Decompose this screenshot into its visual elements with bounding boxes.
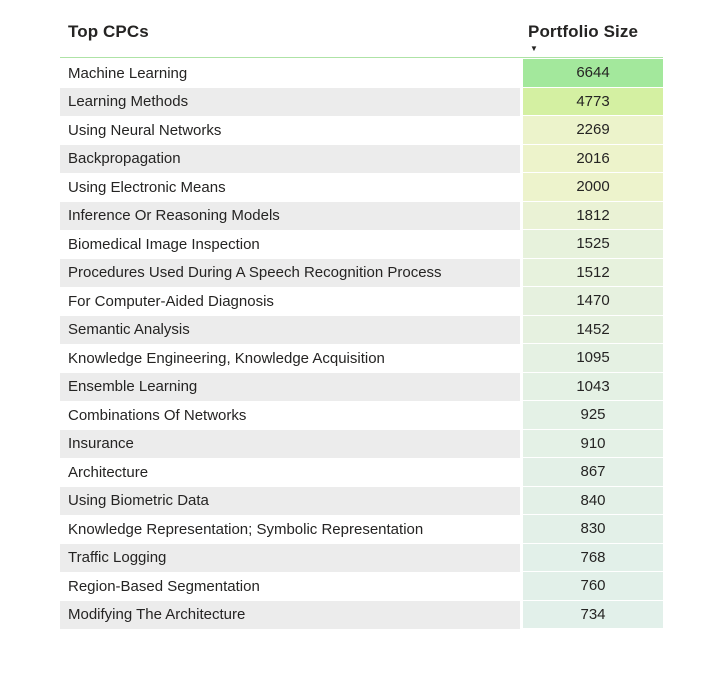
portfolio-size-cell[interactable]: 6644	[523, 59, 663, 88]
portfolio-size-cell[interactable]: 1043	[523, 372, 663, 401]
portfolio-size-cell[interactable]: 1452	[523, 315, 663, 344]
table-row[interactable]: Knowledge Engineering, Knowledge Acquisi…	[60, 344, 663, 373]
portfolio-size-cell[interactable]: 2000	[523, 173, 663, 202]
table-row[interactable]: Knowledge Representation; Symbolic Repre…	[60, 515, 663, 544]
cpc-label-cell[interactable]: Region-Based Segmentation	[68, 577, 260, 595]
portfolio-size-cell[interactable]: 830	[523, 515, 663, 544]
table-row[interactable]: Learning Methods 4773	[60, 87, 663, 116]
cpc-label-cell[interactable]: Insurance	[60, 429, 520, 458]
portfolio-size-cell[interactable]: 1525	[523, 230, 663, 259]
cpc-label-cell[interactable]: Architecture	[68, 463, 149, 481]
cpc-label-cell[interactable]: Knowledge Engineering, Knowledge Acquisi…	[68, 349, 385, 367]
portfolio-size-cell[interactable]: 840	[523, 486, 663, 515]
cpc-label-cell[interactable]: Knowledge Representation; Symbolic Repre…	[68, 520, 424, 538]
cpc-label-cell[interactable]: For Computer-Aided Diagnosis	[68, 292, 274, 310]
table-row[interactable]: Using Electronic Means 2000	[60, 173, 663, 202]
cpc-label-cell[interactable]: Procedures Used During A Speech Recognit…	[60, 258, 520, 287]
table-row[interactable]: Using Biometric Data 840	[60, 486, 663, 515]
table-row[interactable]: Architecture 867	[60, 458, 663, 487]
table-row[interactable]: Region-Based Segmentation 760	[60, 572, 663, 601]
cpc-label-cell[interactable]: Backpropagation	[60, 144, 520, 173]
portfolio-size-cell[interactable]: 867	[523, 458, 663, 487]
table-row[interactable]: Combinations Of Networks 925	[60, 401, 663, 430]
cpc-label-cell[interactable]: Combinations Of Networks	[68, 406, 247, 424]
portfolio-size-cell[interactable]: 4773	[523, 87, 663, 116]
portfolio-size-cell[interactable]: 768	[523, 543, 663, 572]
portfolio-size-cell[interactable]: 2016	[523, 144, 663, 173]
table-row[interactable]: Traffic Logging 768	[60, 543, 663, 572]
table-row[interactable]: Machine Learning 6644	[60, 59, 663, 88]
table-row[interactable]: Ensemble Learning 1043	[60, 372, 663, 401]
cpc-label-cell[interactable]: Modifying The Architecture	[60, 600, 520, 629]
table-row[interactable]: For Computer-Aided Diagnosis 1470	[60, 287, 663, 316]
cpc-label-cell[interactable]: Inference Or Reasoning Models	[60, 201, 520, 230]
portfolio-size-cell[interactable]: 760	[523, 572, 663, 601]
portfolio-size-cell[interactable]: 1512	[523, 258, 663, 287]
portfolio-size-cell[interactable]: 925	[523, 401, 663, 430]
cpc-label-cell[interactable]: Using Neural Networks	[68, 121, 222, 139]
table-body: Machine Learning 6644 Learning Methods 4…	[60, 59, 663, 629]
portfolio-size-cell[interactable]: 910	[523, 429, 663, 458]
column-header-top-cpcs[interactable]: Top CPCs	[68, 22, 149, 41]
top-cpcs-table: Top CPCs Portfolio Size ▼ Machine Learni…	[60, 14, 663, 629]
sort-descending-icon: ▼	[530, 44, 539, 53]
cpc-label-cell[interactable]: Learning Methods	[60, 87, 520, 116]
table-row[interactable]: Backpropagation 2016	[60, 144, 663, 173]
portfolio-size-cell[interactable]: 2269	[523, 116, 663, 145]
cpc-label-cell[interactable]: Using Biometric Data	[60, 486, 520, 515]
cpc-label-cell[interactable]: Semantic Analysis	[60, 315, 520, 344]
portfolio-size-cell[interactable]: 1812	[523, 201, 663, 230]
cpc-label-cell[interactable]: Biomedical Image Inspection	[68, 235, 260, 253]
portfolio-size-header-label: Portfolio Size	[528, 22, 639, 41]
table-row[interactable]: Procedures Used During A Speech Recognit…	[60, 258, 663, 287]
table-header: Top CPCs Portfolio Size ▼	[60, 14, 663, 58]
table-row[interactable]: Modifying The Architecture 734	[60, 600, 663, 629]
cpc-label-cell[interactable]: Using Electronic Means	[68, 178, 226, 196]
table-row[interactable]: Semantic Analysis 1452	[60, 315, 663, 344]
table-row[interactable]: Inference Or Reasoning Models 1812	[60, 201, 663, 230]
column-header-portfolio-size[interactable]: Portfolio Size ▼	[520, 14, 663, 53]
cpc-label-cell[interactable]: Ensemble Learning	[60, 372, 520, 401]
portfolio-size-cell[interactable]: 734	[523, 600, 663, 629]
portfolio-size-cell[interactable]: 1095	[523, 344, 663, 373]
table-row[interactable]: Using Neural Networks 2269	[60, 116, 663, 145]
table-row[interactable]: Insurance 910	[60, 429, 663, 458]
portfolio-size-cell[interactable]: 1470	[523, 287, 663, 316]
cpc-label-cell[interactable]: Traffic Logging	[60, 543, 520, 572]
table-row[interactable]: Biomedical Image Inspection 1525	[60, 230, 663, 259]
cpc-label-cell[interactable]: Machine Learning	[68, 64, 188, 82]
